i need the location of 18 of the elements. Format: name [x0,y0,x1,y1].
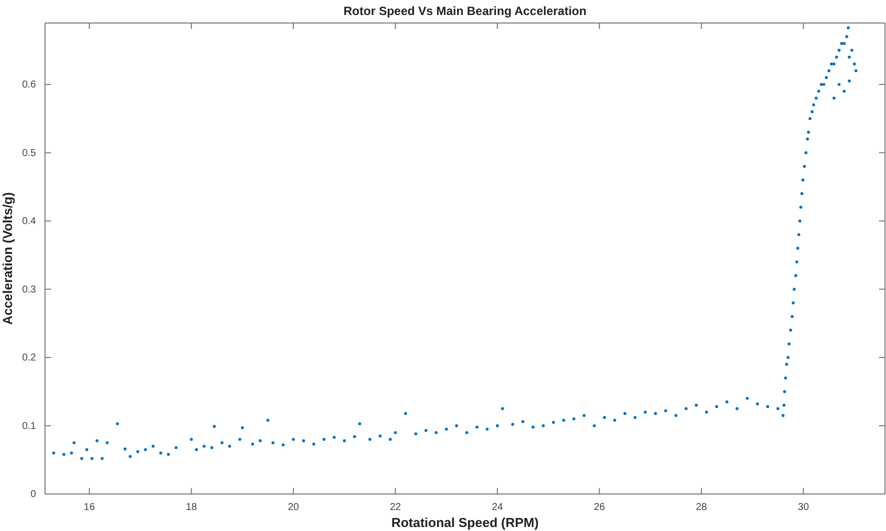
chart-title: Rotor Speed Vs Main Bearing Acceleration [344,4,586,18]
x-tick-label: 22 [390,502,402,514]
y-tick-label: 0.6 [22,80,36,91]
y-tick-label: 0.4 [22,216,36,228]
x-tick-label: 28 [696,502,708,514]
x-tick-label: 18 [186,502,198,514]
x-tick-label: 20 [288,502,300,514]
x-tick-label: 30 [798,502,810,514]
y-tick-label: 0.3 [22,284,36,296]
y-tick-label: 0.5 [22,148,36,159]
x-tick-label: 16 [84,502,96,514]
y-axis-title: Acceleration (Volts/g) [0,192,15,325]
x-axis-title: Rotational Speed (RPM) [391,515,539,530]
x-tick-label: 24 [492,502,504,514]
y-tick-label: 0 [30,489,36,500]
y-tick-label: 0.2 [22,352,36,364]
x-tick-label: 26 [594,502,606,514]
y-tick-label: 0.1 [22,420,36,432]
